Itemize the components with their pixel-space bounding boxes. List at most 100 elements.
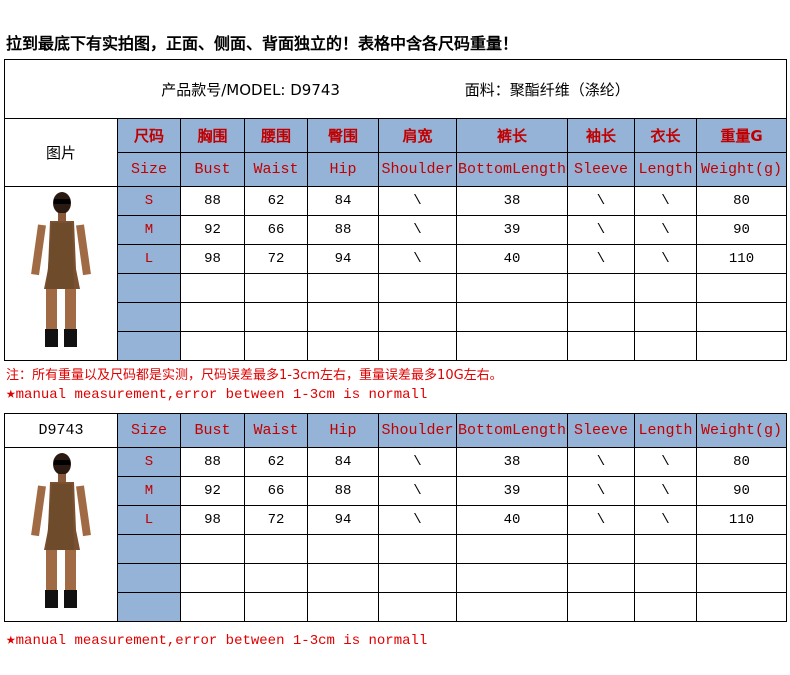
table-cell: \ (634, 476, 697, 506)
note-en-text: manual measurement,error between 1-3cm i… (15, 387, 428, 403)
table-cell (567, 592, 635, 622)
table-cell: L (117, 244, 181, 274)
table-cell (567, 331, 635, 361)
model-label: 产品款号/MODEL: D9743 (161, 80, 340, 99)
table-row: S 88 62 84 \ 38 \ \ 80 (4, 186, 787, 361)
header-en: Waist (244, 413, 308, 448)
table-cell (307, 273, 379, 303)
table-cell (378, 592, 457, 622)
header-en: Length (634, 152, 697, 187)
table-cell (378, 534, 457, 564)
table-cell: 40 (456, 244, 568, 274)
table-cell (634, 563, 697, 593)
table-row (5, 534, 787, 564)
table-cell (117, 592, 181, 622)
table-cell: \ (634, 505, 697, 535)
table-cell: 84 (307, 186, 379, 216)
table-cell: 88 (307, 476, 379, 506)
table-cell: 92 (180, 476, 245, 506)
table-cell (378, 302, 457, 332)
table-cell: \ (378, 476, 457, 506)
table-cell (180, 534, 245, 564)
table-cell (378, 331, 457, 361)
table-cell (244, 534, 308, 564)
header-cn: 袖长 (567, 118, 635, 153)
table-cell (567, 302, 635, 332)
table-cell: \ (378, 447, 457, 477)
table-cell: \ (378, 244, 457, 274)
header-en: Hip (307, 413, 379, 448)
star-icon: ★ (6, 631, 16, 649)
table-cell: 92 (180, 215, 245, 245)
header-en: Length (634, 413, 697, 448)
table-cell: 90 (696, 215, 787, 245)
table-cell: \ (378, 186, 457, 216)
table-cell (696, 592, 787, 622)
table-row: M 92 66 88 \ 39 \ \ 90 (5, 476, 787, 506)
header-cn: 胸围 (180, 118, 245, 153)
model-photo (31, 191, 91, 347)
table-cell (634, 592, 697, 622)
note-en-1: ★manual measurement,error between 1-3cm … (6, 383, 427, 403)
picture-cell (4, 186, 118, 361)
header-en: Sleeve (567, 152, 635, 187)
table-cell (696, 534, 787, 564)
table-cell: S (117, 186, 181, 216)
table-cell: 84 (307, 447, 379, 477)
table-cell: \ (567, 215, 635, 245)
table-cell (378, 273, 457, 303)
header-en: BottomLength (456, 152, 568, 187)
fabric-label: 面料：聚酯纤维（涤纶） (464, 80, 630, 99)
table-cell: 88 (180, 447, 245, 477)
table-cell (634, 331, 697, 361)
table-cell: \ (378, 505, 457, 535)
table-cell (244, 302, 308, 332)
table-cell (117, 563, 181, 593)
table-cell (456, 273, 568, 303)
table-cell: 72 (244, 244, 308, 274)
table-cell (244, 563, 308, 593)
table-cell: \ (567, 244, 635, 274)
table-cell (456, 592, 568, 622)
table-cell: 38 (456, 447, 568, 477)
table-cell: 62 (244, 186, 308, 216)
table-cell (180, 273, 245, 303)
table-cell (696, 302, 787, 332)
header-cn: 肩宽 (378, 118, 457, 153)
page-title: 拉到最底下有实拍图，正面、侧面、背面独立的！表格中含各尺码重量！ (6, 34, 519, 53)
table-cell: 38 (456, 186, 568, 216)
table-cell: M (117, 215, 181, 245)
table-cell: 80 (696, 186, 787, 216)
header-cn: 臀围 (307, 118, 379, 153)
header-cn: 尺码 (117, 118, 181, 153)
picture-label: 图片 (4, 118, 118, 187)
table-cell: 98 (180, 244, 245, 274)
table-cell (117, 331, 181, 361)
table-cell: 66 (244, 215, 308, 245)
table-cell (456, 534, 568, 564)
table-cell (696, 331, 787, 361)
table-cell (180, 563, 245, 593)
table-cell: 90 (696, 476, 787, 506)
model-row: 产品款号/MODEL: D9743 面料：聚酯纤维（涤纶） (4, 59, 787, 119)
table-cell (456, 331, 568, 361)
header-en: Shoulder (378, 413, 457, 448)
table-cell (117, 302, 181, 332)
header-en: Size (117, 413, 181, 448)
table-cell: \ (378, 215, 457, 245)
table-cell (307, 534, 379, 564)
table-cell: 72 (244, 505, 308, 535)
header-cn: 裤长 (456, 118, 568, 153)
header-en: Hip (307, 152, 379, 187)
table-cell: 88 (307, 215, 379, 245)
table-row: S 88 62 84 \ 38 \ \ 80 (4, 447, 787, 622)
note-en-text: manual measurement,error between 1-3cm i… (15, 633, 428, 649)
note-cn: 注：所有重量以及尺码都是实测，尺码误差最多1-3cm左右，重量误差最多10G左右… (6, 368, 503, 383)
star-icon: ★ (6, 385, 16, 403)
table-row: L 98 72 94 \ 40 \ \ 110 (5, 244, 787, 274)
header-en: Sleeve (567, 413, 635, 448)
table-cell (567, 273, 635, 303)
table-cell: 39 (456, 215, 568, 245)
table-cell (307, 302, 379, 332)
table-cell: \ (634, 215, 697, 245)
